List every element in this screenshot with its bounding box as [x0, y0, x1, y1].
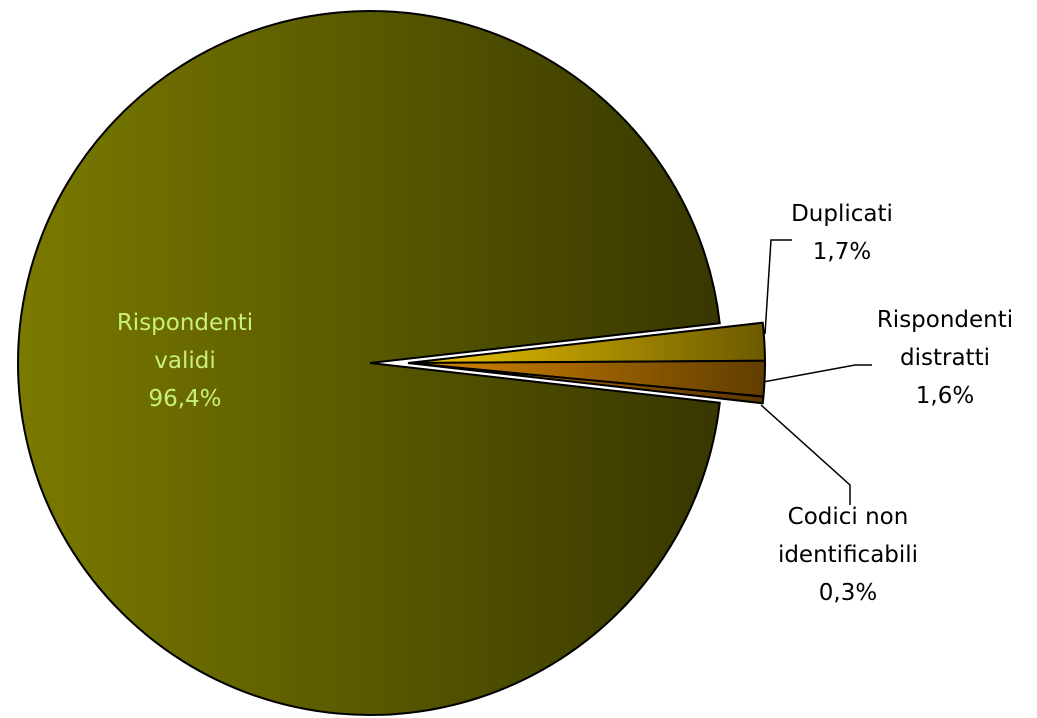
slice-label-0: Rispondenti validi 96,4%: [117, 310, 253, 412]
slice-value-1: 1,7%: [813, 239, 871, 265]
slice-value-2: 1,6%: [916, 383, 974, 409]
slice-name-line-3: Codici non: [788, 504, 909, 530]
slice-value-0: 96,4%: [148, 386, 221, 412]
slice-name-line-1: Duplicati: [791, 201, 893, 227]
slice-name-line-3: identificabili: [778, 542, 918, 568]
slice-label-3: Codici non identificabili 0,3%: [778, 504, 918, 606]
slice-name-line-0: validi: [154, 348, 215, 374]
pie-slice-0: [17, 10, 721, 716]
leader-line-1: [764, 239, 792, 335]
slice-value-3: 0,3%: [819, 580, 877, 606]
leader-line-3: [760, 404, 851, 505]
slice-name-line-2: distratti: [900, 345, 990, 371]
slice-name-line-2: Rispondenti: [877, 307, 1013, 333]
slice-name-line-0: Rispondenti: [117, 310, 253, 336]
leader-line-2: [762, 364, 872, 383]
slice-label-1: Duplicati 1,7%: [791, 201, 893, 265]
pie-slice-3: [407, 362, 765, 405]
slice-label-2: Rispondenti distratti 1,6%: [877, 307, 1013, 409]
